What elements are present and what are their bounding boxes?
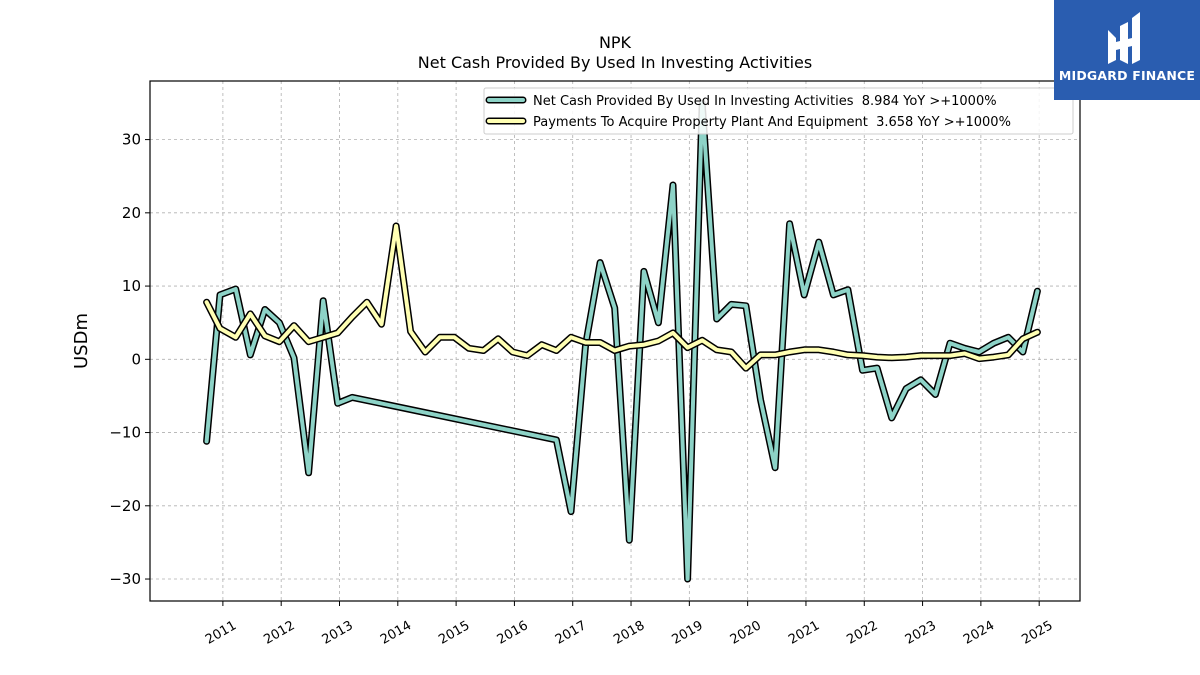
x-tick-label: 2022 — [844, 618, 880, 648]
x-tick-label: 2012 — [261, 618, 297, 648]
series-layer — [203, 99, 1041, 583]
logo-text: MIDGARD FINANCE — [1058, 68, 1196, 83]
x-axis: 2011 2012 2013 2014 2015 2016 2017 2018 2019 2020… — [203, 601, 1056, 648]
y-axis-label: USDm — [71, 313, 92, 369]
y-tick-label: 0 — [131, 350, 141, 368]
y-tick-label: −30 — [109, 570, 141, 588]
chart-subtitle: Net Cash Provided By Used In Investing A… — [418, 53, 812, 72]
series-line-0 — [204, 101, 1040, 581]
legend-label-0: Net Cash Provided By Used In Investing A… — [533, 94, 997, 109]
y-axis: −30 −20 −10 0 10 20 30 — [109, 131, 150, 588]
y-tick-label: −10 — [109, 424, 141, 442]
x-tick-label: 2019 — [670, 618, 706, 648]
x-tick-label: 2011 — [203, 618, 239, 648]
x-tick-label: 2024 — [961, 618, 997, 648]
x-tick-label: 2014 — [378, 618, 414, 648]
y-tick-label: 30 — [122, 131, 141, 149]
series-outline-0 — [203, 99, 1041, 583]
legend-label-1: Payments To Acquire Property Plant And E… — [533, 115, 1011, 130]
x-tick-label: 2015 — [436, 618, 472, 648]
legend: Net Cash Provided By Used In Investing A… — [483, 87, 1074, 135]
x-tick-label: 2025 — [1019, 618, 1055, 648]
x-tick-label: 2018 — [611, 618, 647, 648]
x-tick-label: 2016 — [495, 618, 531, 648]
logo-mark-icon — [1108, 12, 1140, 64]
x-tick-label: 2020 — [728, 618, 764, 648]
y-tick-label: 20 — [122, 204, 141, 222]
x-tick-label: 2013 — [320, 618, 356, 648]
legend-box — [483, 87, 1074, 135]
x-tick-label: 2021 — [786, 618, 822, 648]
plot-frame — [149, 80, 1081, 602]
x-tick-label: 2017 — [553, 618, 589, 648]
y-tick-label: −20 — [109, 497, 141, 515]
chart-title: NPK — [599, 33, 632, 52]
series-line-1 — [204, 224, 1040, 371]
midgard-finance-logo: MIDGARD FINANCE — [1054, 0, 1200, 100]
y-tick-label: 10 — [122, 277, 141, 295]
x-tick-label: 2023 — [903, 618, 939, 648]
